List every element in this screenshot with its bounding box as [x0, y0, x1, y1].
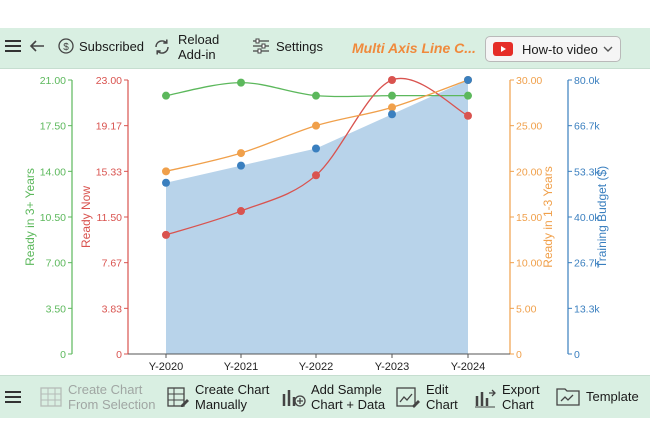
readyNow-point — [312, 171, 320, 180]
chart-title: Multi Axis Line C... — [352, 40, 476, 56]
readyNow-tick-label: 19.17 — [96, 121, 122, 133]
create-from-selection-label: Create Chart From Selection — [68, 382, 156, 412]
readyNow-tick-label: 11.50 — [97, 212, 123, 224]
edit-chart-label: Edit Chart — [426, 382, 458, 412]
budget-tick-label: 66.7k — [574, 121, 600, 133]
readyNow-point — [237, 207, 245, 216]
ready3-axis-title: Ready in 3+ Years — [23, 168, 37, 266]
create-manually-label: Create Chart Manually — [195, 382, 270, 412]
add-sample-label: Add Sample Chart + Data — [311, 382, 386, 412]
ready3-tick-label: 17.50 — [40, 121, 66, 133]
template-button[interactable]: Template — [556, 386, 639, 406]
budget-area — [166, 80, 468, 354]
ready3-tick-label: 3.50 — [46, 303, 67, 315]
readyNow-tick-label: 3.83 — [102, 303, 123, 315]
arrow-left-icon[interactable] — [29, 38, 45, 54]
budget-point — [388, 110, 396, 119]
subscribed-button[interactable]: $ Subscribed — [58, 38, 144, 54]
bottom-menu-icon[interactable] — [5, 390, 21, 404]
edit-chart-button[interactable]: Edit Chart — [396, 382, 458, 412]
ready3-tick-label: 0 — [60, 349, 66, 361]
dollar-circle-icon: $ — [58, 38, 74, 54]
reload-icon — [155, 39, 169, 55]
x-tick-label: Y-2023 — [375, 361, 409, 373]
ready13-tick-label: 25.00 — [516, 121, 542, 133]
ready3-point — [312, 91, 320, 100]
ready13-point — [162, 167, 170, 176]
readyNow-axis-title: Ready Now — [79, 186, 93, 248]
readyNow-tick-label: 23.00 — [96, 75, 122, 87]
chevron-down-icon — [603, 46, 613, 52]
ready3-tick-label: 21.00 — [40, 75, 66, 87]
readyNow-point — [162, 230, 170, 239]
ready3-tick-label: 10.50 — [40, 212, 66, 224]
x-tick-label: Y-2024 — [451, 361, 485, 373]
budget-tick-label: 40.0k — [574, 212, 600, 224]
ready3-point — [464, 91, 472, 100]
youtube-icon — [493, 42, 513, 56]
ready3-tick-label: 14.00 — [40, 166, 66, 178]
budget-axis-title: Training Budget ($) — [595, 166, 609, 268]
ready3-point — [237, 78, 245, 87]
budget-tick-label: 13.3k — [574, 303, 600, 315]
budget-tick-label: 80.0k — [574, 75, 600, 87]
svg-text:$: $ — [63, 42, 69, 53]
ready3-point — [162, 91, 170, 100]
howto-video-select[interactable]: How-to video — [485, 36, 621, 62]
x-tick-label: Y-2022 — [299, 361, 333, 373]
budget-point — [162, 178, 170, 187]
ready13-tick-label: 30.00 — [516, 75, 542, 87]
table-select-icon — [40, 387, 62, 407]
reload-label: Reload Add-in — [178, 32, 220, 62]
readyNow-point — [464, 111, 472, 120]
ready13-tick-label: 10.00 — [516, 258, 542, 270]
budget-tick-label: 26.7k — [574, 258, 600, 270]
budget-tick-label: 0 — [574, 349, 580, 361]
readyNow-point — [388, 76, 396, 84]
budget-point — [237, 161, 245, 170]
add-chart-icon — [282, 390, 306, 407]
create-manually-button[interactable]: Create Chart Manually — [167, 382, 269, 412]
edit-chart-icon — [396, 387, 420, 408]
table-edit-icon — [167, 387, 189, 407]
menu-icon[interactable] — [5, 39, 21, 53]
howto-label: How-to video — [522, 41, 598, 57]
add-sample-button[interactable]: Add Sample Chart + Data — [282, 382, 385, 412]
x-tick-label: Y-2021 — [224, 361, 258, 373]
settings-label: Settings — [276, 38, 323, 54]
x-tick-label: Y-2020 — [149, 361, 183, 373]
ready13-tick-label: 5.00 — [516, 303, 537, 315]
ready13-point — [388, 103, 396, 112]
ready13-tick-label: 0 — [516, 349, 522, 361]
subscribed-label: Subscribed — [79, 38, 145, 54]
readyNow-tick-label: 0 — [116, 349, 122, 361]
ready13-tick-label: 20.00 — [516, 166, 542, 178]
readyNow-tick-label: 15.33 — [96, 166, 122, 178]
ready13-axis-title: Ready in 1-3 Years — [541, 166, 555, 267]
ready13-point — [312, 121, 320, 130]
ready13-point — [237, 149, 245, 158]
readyNow-series-line — [165, 77, 469, 236]
sliders-icon — [253, 38, 269, 54]
multi-axis-chart: 21.00 17.50 14.00 10.50 7.00 3.50 0 Ready in 3+… — [23, 75, 609, 373]
export-chart-button[interactable]: Export Chart — [474, 382, 540, 412]
bottom-toolbar: Create Chart From Selection Create Chart… — [0, 375, 650, 418]
folder-chart-icon — [556, 388, 580, 406]
budget-point — [464, 76, 472, 84]
ready13-tick-label: 15.00 — [516, 212, 542, 224]
readyNow-tick-label: 7.67 — [102, 258, 123, 270]
settings-button[interactable]: Settings — [252, 38, 323, 54]
budget-tick-label: 53.3k — [574, 166, 600, 178]
ready3-tick-label: 7.00 — [46, 258, 67, 270]
reload-addin-button[interactable]: Reload Add-in — [153, 32, 219, 62]
create-from-selection-button[interactable]: Create Chart From Selection — [40, 382, 155, 412]
export-chart-label: Export Chart — [502, 382, 540, 412]
template-label: Template — [586, 388, 639, 404]
budget-point — [312, 144, 320, 153]
ready3-point — [388, 91, 396, 100]
export-chart-icon — [475, 389, 496, 408]
